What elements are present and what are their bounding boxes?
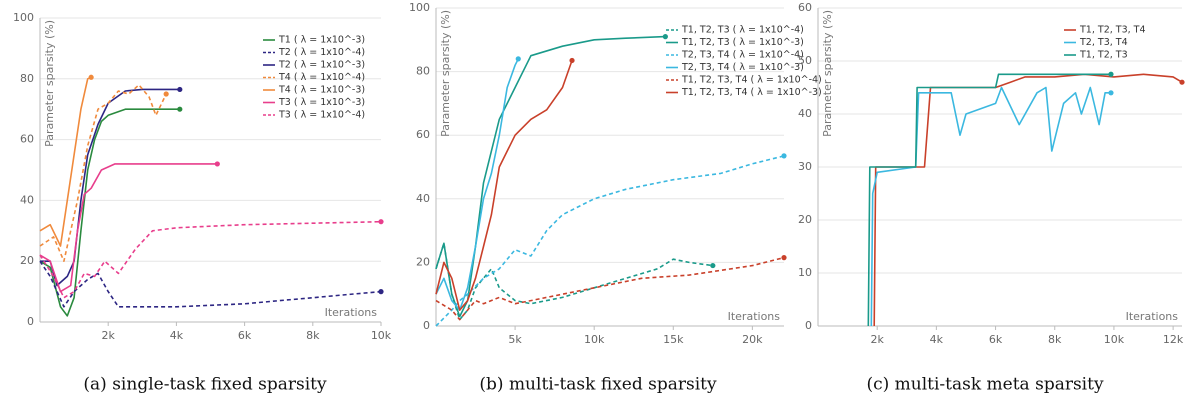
x-axis-label: Iterations [1126, 310, 1179, 323]
y-tick-label: 100 [13, 11, 34, 24]
y-tick-label: 0 [805, 319, 812, 332]
legend-label: T3 ( λ = 1x10^-3) [278, 97, 365, 108]
end-marker [88, 74, 94, 80]
x-tick-label: 10k [1104, 333, 1125, 346]
x-tick-label: 12k [1163, 333, 1184, 346]
legend-label: T1, T2, T3, T4 [1079, 25, 1146, 36]
series-line [39, 220, 382, 299]
end-marker [662, 34, 668, 40]
series-line [39, 76, 92, 247]
y-tick-label: 100 [409, 1, 430, 14]
x-tick-label: 6k [238, 329, 252, 342]
x-tick-label: 5k [508, 333, 522, 346]
legend-label: T2 ( λ = 1x10^-3) [278, 60, 365, 71]
x-tick-label: 2k [102, 329, 116, 342]
legend-label: T3 ( λ = 1x10^-4) [278, 110, 365, 121]
caption: (b) multi-task fixed sparsity [479, 375, 717, 395]
legend-label: T1, T2, T3 ( λ = 1x10^-4) [681, 25, 804, 36]
caption: (c) multi-task meta sparsity [866, 375, 1104, 395]
y-tick-label: 20 [798, 213, 812, 226]
y-tick-label: 0 [27, 315, 34, 328]
x-tick-label: 8k [306, 329, 320, 342]
legend-label: T2, T3, T4 [1079, 37, 1128, 48]
y-tick-label: 60 [416, 128, 430, 141]
legend-label: T2, T3, T4 ( λ = 1x10^-4) [681, 50, 804, 61]
x-tick-label: 15k [663, 333, 684, 346]
series-line [39, 163, 218, 293]
x-tick-label: 8k [1048, 333, 1062, 346]
end-marker [378, 219, 384, 225]
y-tick-label: 60 [798, 1, 812, 14]
x-axis-label: Iterations [728, 310, 781, 323]
series-line [867, 73, 1111, 327]
end-marker [1108, 90, 1114, 96]
end-marker [378, 289, 384, 295]
series-line [39, 84, 167, 262]
legend-label: T4 ( λ = 1x10^-3) [278, 85, 365, 96]
series-line [435, 35, 666, 318]
series-line [39, 108, 180, 317]
y-axis-label: Parameter sparsity (%) [43, 20, 56, 147]
end-marker [781, 153, 787, 159]
x-tick-label: 4k [170, 329, 184, 342]
y-tick-label: 20 [20, 254, 34, 267]
y-axis-label: Parameter sparsity (%) [821, 10, 834, 137]
series-line [435, 58, 520, 311]
legend-label: T1, T2, T3, T4 ( λ = 1x10^-3) [681, 87, 822, 98]
series-line [873, 73, 1183, 327]
y-tick-label: 40 [416, 192, 430, 205]
legend-label: T1, T2, T3 [1079, 50, 1128, 61]
y-tick-label: 0 [423, 319, 430, 332]
y-tick-label: 80 [416, 65, 430, 78]
chart: 0 10 20 30 40 50 60 2k 4k 6k 8k 10k 12k Parameter spa… [798, 1, 1185, 395]
legend-label: T4 ( λ = 1x10^-4) [278, 72, 365, 83]
series-line [435, 60, 573, 311]
y-tick-label: 50 [798, 54, 812, 67]
legend-label: T1, T2, T3, T4 ( λ = 1x10^-4) [681, 75, 822, 86]
end-marker [214, 161, 220, 167]
y-tick-label: 40 [20, 193, 34, 206]
series-line [435, 242, 713, 321]
series-line [39, 260, 382, 308]
series-line [435, 256, 785, 321]
legend-label: T1, T2, T3 ( λ = 1x10^-3) [681, 37, 804, 48]
y-tick-label: 10 [798, 266, 812, 279]
x-tick-label: 2k [870, 333, 884, 346]
x-tick-label: 6k [989, 333, 1003, 346]
y-tick-label: 80 [20, 72, 34, 85]
y-tick-label: 20 [416, 255, 430, 268]
caption: (a) single-task fixed sparsity [83, 375, 327, 395]
end-marker [177, 106, 183, 112]
x-tick-label: 10k [371, 329, 392, 342]
y-axis-label: Parameter sparsity (%) [439, 10, 452, 137]
series-line [870, 86, 1111, 327]
x-tick-label: 20k [742, 333, 763, 346]
end-marker [163, 91, 169, 97]
x-tick-label: 4k [930, 333, 944, 346]
y-tick-label: 40 [798, 107, 812, 120]
chart: 0 20 40 60 80 100 2k 4k 6k 8k 10k Parameter sparsit… [13, 11, 392, 395]
x-tick-label: 10k [584, 333, 605, 346]
end-marker [1179, 79, 1185, 85]
end-marker [177, 86, 183, 93]
series-line [435, 155, 785, 327]
y-tick-label: 30 [798, 160, 812, 173]
legend-label: T2, T3, T4 ( λ = 1x10^-3) [681, 62, 804, 73]
legend-label: T1 ( λ = 1x10^-3) [278, 35, 365, 46]
y-tick-label: 60 [20, 133, 34, 146]
end-marker [569, 57, 575, 64]
end-marker [1108, 71, 1114, 77]
x-axis-label: Iterations [325, 306, 378, 319]
end-marker [781, 255, 787, 261]
end-marker [515, 56, 521, 62]
end-marker [710, 262, 716, 269]
legend-label: T2 ( λ = 1x10^-4) [278, 47, 365, 58]
